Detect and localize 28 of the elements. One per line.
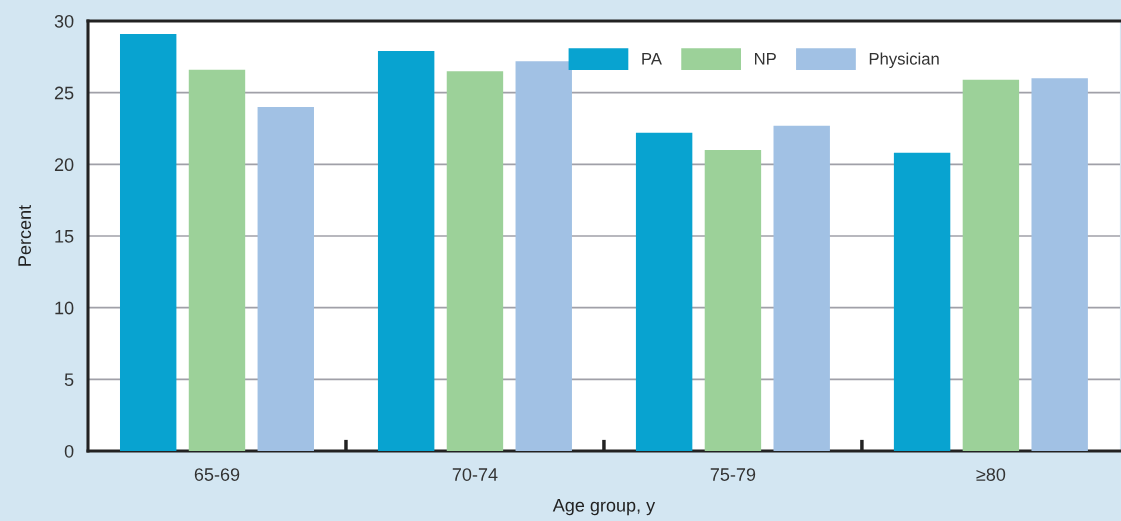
x-tick-label: ≥80: [976, 468, 1006, 481]
bar: [377, 51, 435, 451]
y-tick-label: 5: [64, 373, 74, 387]
y-tick-label: 0: [64, 444, 74, 458]
y-tick-label: 25: [54, 86, 74, 100]
bar: [893, 152, 951, 451]
bar: [1031, 78, 1088, 451]
bar: [515, 61, 572, 451]
bar: [446, 71, 504, 451]
y-axis-title: Percent: [18, 205, 32, 266]
x-tick-label: 75-79: [710, 468, 756, 481]
bar: [119, 33, 177, 451]
bar: [704, 150, 762, 451]
bar: [773, 125, 830, 451]
bar: [635, 132, 693, 451]
legend-label: Physician: [869, 52, 939, 69]
y-tick-label: 30: [54, 14, 74, 28]
x-tick-label: 65-69: [194, 468, 240, 481]
bar: [962, 79, 1020, 451]
bar: [257, 107, 314, 451]
legend-label: NP: [755, 53, 776, 65]
x-tick-label: 70-74: [452, 468, 498, 481]
y-tick-label: 15: [55, 230, 74, 243]
bar: [188, 69, 246, 451]
legend-label: PA: [642, 53, 662, 65]
y-tick-label: 20: [54, 158, 74, 172]
y-tick-label: 10: [55, 301, 74, 315]
x-axis-title: Age group, y: [552, 499, 656, 516]
